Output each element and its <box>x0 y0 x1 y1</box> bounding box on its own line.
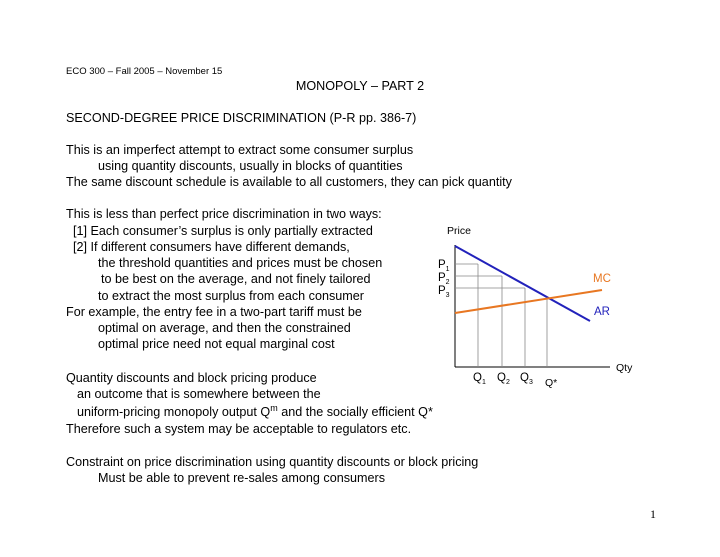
course-header: ECO 300 – Fall 2005 – November 15 <box>66 66 223 77</box>
text-line: Therefore such a system may be acceptabl… <box>66 422 412 436</box>
text-line: This is less than perfect price discrimi… <box>66 207 382 221</box>
text-line: For example, the entry fee in a two-part… <box>66 305 362 319</box>
p1-label: P1 <box>438 259 450 273</box>
text-line: Must be able to prevent re-sales among c… <box>98 471 385 485</box>
q2-label: Q2 <box>497 372 510 386</box>
text-line: Constraint on price discrimination using… <box>66 455 479 469</box>
x-axis-label: Qty <box>616 362 633 374</box>
p2-label: P2 <box>438 272 450 286</box>
text-line: an outcome that is somewhere between the <box>77 387 321 401</box>
section-heading: SECOND-DEGREE PRICE DISCRIMINATION (P-R … <box>66 111 417 125</box>
mc-line <box>454 289 603 314</box>
page-number: 1 <box>650 507 656 521</box>
text-segment: uniform-pricing monopoly output Q <box>77 405 271 419</box>
q1-label: Q1 <box>473 372 486 386</box>
text-line: This is an imperfect attempt to extract … <box>66 143 414 157</box>
text-line: optimal price need not equal marginal co… <box>98 337 335 351</box>
text-line: Quantity discounts and block pricing pro… <box>66 371 317 385</box>
ar-label: AR <box>594 306 610 318</box>
text-line: using quantity discounts, usually in blo… <box>98 159 403 173</box>
y-axis-label: Price <box>447 225 471 237</box>
text-line: The same discount schedule is available … <box>66 175 512 189</box>
ar-line <box>454 245 591 322</box>
text-line-with-superscript: uniform-pricing monopoly output Qm and t… <box>77 403 433 420</box>
text-line: optimal on average, and then the constra… <box>98 321 351 335</box>
q3-label: Q3 <box>520 372 533 386</box>
qstar-label: Q* <box>545 377 557 389</box>
mc-label: MC <box>593 273 611 285</box>
text-line: the threshold quantities and prices must… <box>98 256 383 270</box>
text-line: [1] Each consumer’s surplus is only part… <box>73 224 373 238</box>
text-line: to be best on the average, and not finel… <box>101 272 371 286</box>
text-line: [2] If different consumers have differen… <box>73 240 350 254</box>
p3-label: P3 <box>438 285 450 299</box>
text-segment: and the socially efficient Q* <box>277 405 433 419</box>
page-title: MONOPOLY – PART 2 <box>295 79 425 93</box>
text-line: to extract the most surplus from each co… <box>98 289 364 303</box>
superscript: m <box>270 403 278 413</box>
